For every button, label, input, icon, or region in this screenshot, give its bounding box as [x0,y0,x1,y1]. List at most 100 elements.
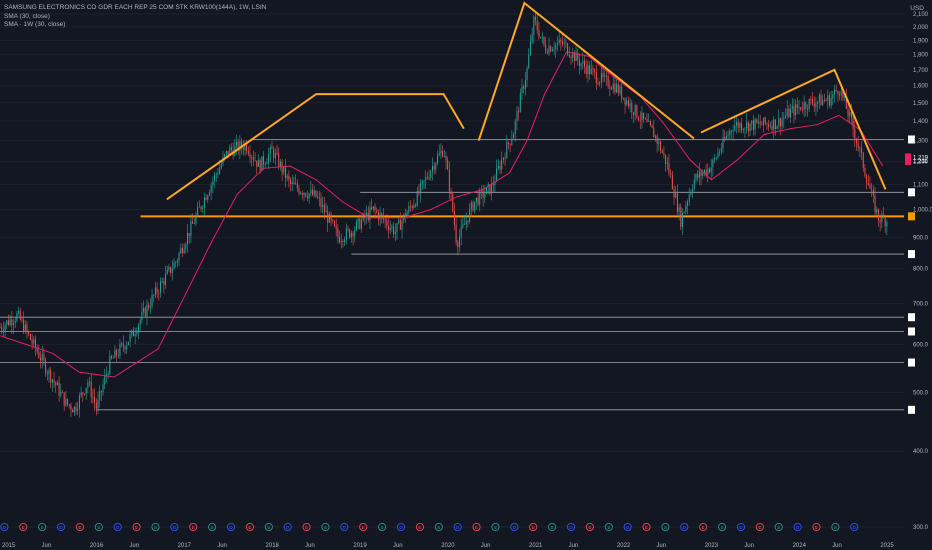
candle-body [68,404,70,406]
candle-body [263,156,265,165]
candle-body [607,76,609,87]
candle-body [756,119,758,123]
event-marker [793,523,802,532]
candle-body [105,374,107,377]
candle-body [703,169,705,173]
candle-body [852,117,854,129]
candle-body [203,197,205,208]
candle-body [641,112,643,121]
candle-body [406,212,408,218]
level-handle-0 [908,135,915,144]
y-tick-label-12: 1,500 [913,101,929,107]
candle-body [840,90,842,96]
event-marker-label: S [777,525,780,530]
candle-body [800,107,802,110]
event-marker-label: E [362,525,365,530]
y-tick-label-10: 1,300 [913,138,929,144]
candle-body [447,160,449,170]
candle-body [136,332,138,335]
candle-body [246,143,248,152]
event-marker [283,523,292,532]
x-tick-label-11: Jun [481,543,491,549]
candle-body [372,206,374,209]
candle-body [533,16,535,35]
candle-body [374,206,376,211]
candle-body [1,327,3,330]
y-tick-label-14: 1,700 [913,68,929,74]
candle-body [458,236,460,248]
candle-body [861,148,863,153]
candle-body [163,281,165,285]
event-marker [397,523,406,532]
candle-body [751,120,753,124]
candle-body [389,227,391,231]
trendline-2 [700,68,887,190]
candle-body [51,379,53,383]
candle-body [85,387,87,395]
candle-body [685,205,687,212]
candle-body [63,392,65,406]
candle-body [6,320,8,325]
candle-body [504,157,506,159]
candle-body [578,60,580,66]
candle-body [21,319,23,321]
event-marker-label: D [683,525,687,530]
candle-body [506,142,508,159]
candle-body [526,68,528,80]
candle-body [604,75,606,78]
candle-body [774,119,776,129]
candle-body [55,382,57,386]
event-marker-label: E [135,525,138,530]
x-tick-label-3: Jun [129,543,139,549]
candle-body [197,207,199,216]
trendline-0 [166,93,465,201]
candle-body [97,399,99,409]
candle-body [239,141,241,151]
candle-body [849,111,851,116]
price-tag-1 [905,156,911,165]
candle-body [766,123,768,125]
candle-body [200,206,202,209]
candle-body [747,121,749,132]
candle-body [398,219,400,224]
event-marker [227,523,236,532]
candle-body [673,189,675,198]
candle-body [399,219,401,230]
candle-body [72,409,74,413]
event-marker-label: D [286,525,290,530]
candle-body [844,96,846,98]
candle-body [153,295,155,296]
candle-body [60,391,62,396]
event-marker [245,523,254,532]
candle-body [722,137,724,149]
candle-body [776,126,778,129]
candle-body [754,119,756,130]
candle-body [452,193,454,212]
legend-sma-1[interactable]: SMA (30, close) [4,12,50,20]
legend-sma-2[interactable]: SMA · 1W (30, close) [4,21,66,28]
candle-body [572,52,574,58]
candle-body [139,319,141,325]
candle-body [332,219,334,222]
candle-body [386,220,388,226]
candle-body [61,391,64,393]
legend: SAMSUNG ELECTRONICS CO GDR EACH REP 25 C… [4,4,266,30]
candle-body [296,183,298,189]
candle-body [364,214,366,218]
candle-body [524,79,526,89]
x-tick-label-17: Jun [744,543,754,549]
candle-body [114,350,116,358]
candle-body [614,83,616,93]
candle-body [430,171,432,178]
candle-body [0,327,1,329]
candle-body [486,186,488,194]
candle-body [818,95,820,102]
candle-body [646,119,648,122]
candle-body [347,228,349,230]
candle-body [290,179,292,185]
candle-body [411,206,413,208]
event-marker-label: D [796,525,800,530]
candle-body [349,229,351,238]
candle-body [744,128,746,130]
